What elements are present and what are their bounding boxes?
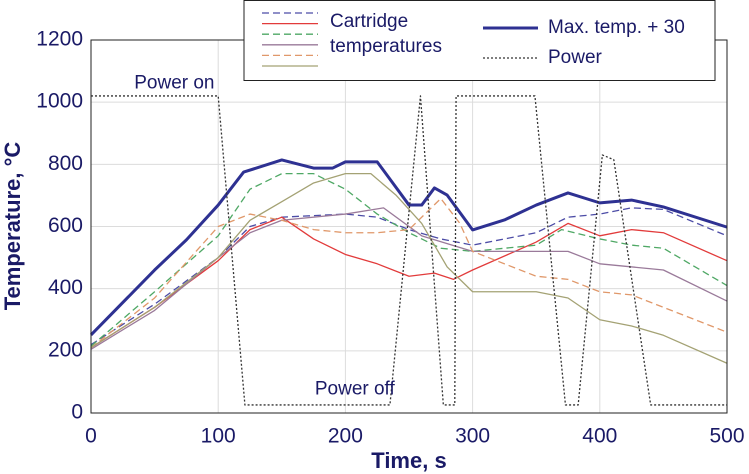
legend-label: temperatures [330,36,442,57]
legend-label: Power [548,47,603,68]
legend: Cartridge temperatures Max. temp. + 30 Powe… [262,11,685,68]
x-tick-label: 200 [328,425,363,448]
y-tick-label: 200 [48,338,83,361]
legend-label: Max. temp. + 30 [548,17,685,38]
x-tick-label: 500 [709,425,744,448]
series-line [89,158,728,337]
y-tick-label: 1200 [36,28,83,51]
series-line [90,207,728,350]
annotation: Power on [134,73,214,94]
legend-box [243,0,716,81]
series-line [90,207,728,346]
series-line [90,216,728,349]
series-line [91,95,727,406]
lines [89,95,728,406]
y-tick-label: 1000 [36,90,83,113]
y-axis-title: Temperature, °C [0,142,25,311]
y-tick-label: 600 [48,214,83,237]
x-axis-title: Time, s [371,448,446,473]
x-tick-label: 0 [85,425,97,448]
y-tick-label: 400 [48,276,83,299]
y-tick-label: 800 [48,152,83,175]
x-tick-label: 300 [455,425,490,448]
x-tick-label: 100 [201,425,236,448]
annotation: Power off [315,379,396,400]
y-tick-label: 0 [71,401,83,424]
series-line [90,197,728,349]
legend-label: Cartridge [330,11,408,32]
x-tick-label: 400 [582,425,617,448]
series-line [90,173,728,364]
